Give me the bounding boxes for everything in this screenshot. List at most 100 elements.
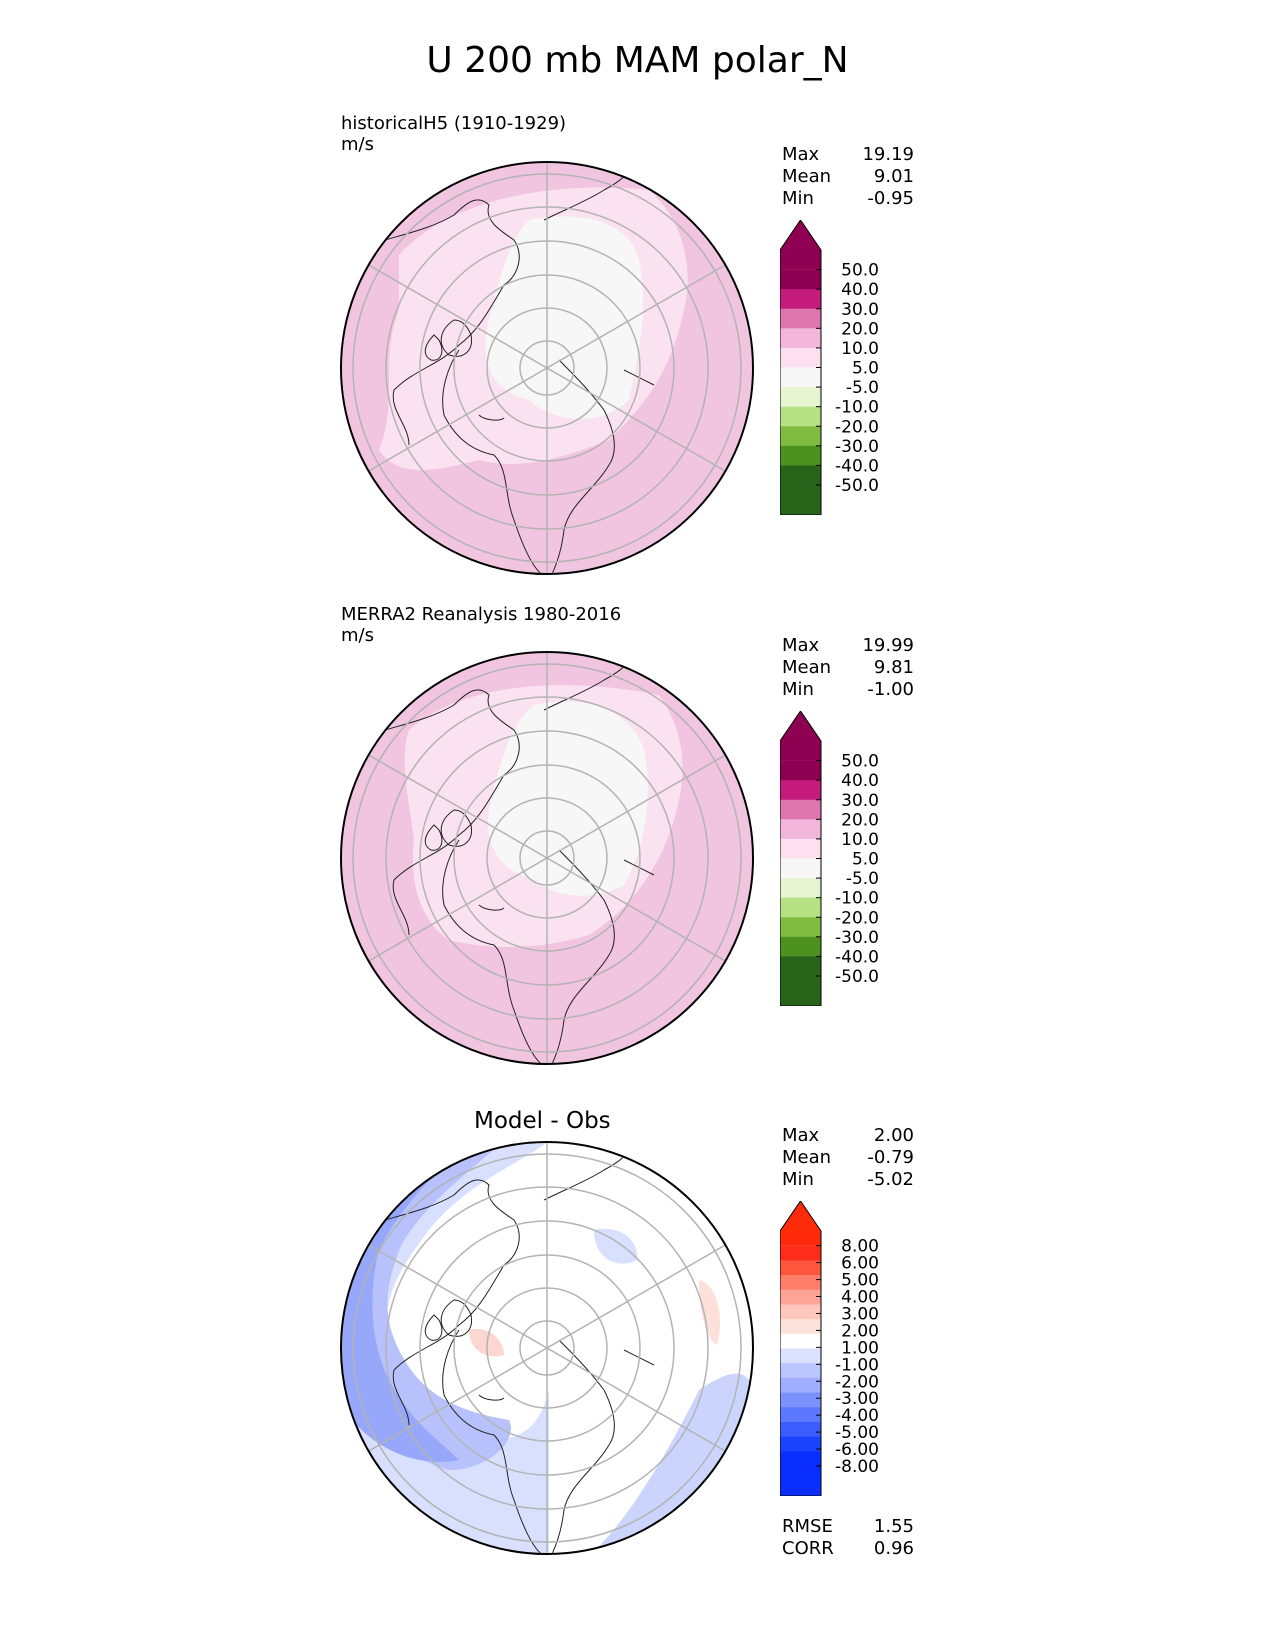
colorbar-segment: [780, 1392, 821, 1408]
map-boundary: [340, 161, 754, 575]
colorbar-tick-label: -50.0: [835, 476, 879, 496]
colorbar-segment: [780, 1333, 821, 1349]
colorbar-segment: [780, 347, 821, 368]
colorbar-tick-label: 1.00: [841, 1338, 879, 1358]
colorbar-segment: [780, 936, 821, 957]
colorbar-tick-label: 30.0: [841, 791, 879, 811]
stat-label-max: Max: [782, 1125, 820, 1146]
colorbar-segment: [780, 1436, 821, 1452]
colorbar-segment: [780, 445, 821, 466]
panel-3-colorbar: 8.006.005.004.003.002.001.00-1.00-2.00-3…: [780, 1201, 879, 1496]
colorbar-tick-label: -10.0: [835, 398, 879, 418]
colorbar-tick-label: 20.0: [841, 810, 879, 830]
colorbar-tick-label: -5.0: [846, 378, 879, 398]
colorbar-segment: [780, 1319, 821, 1335]
colorbar-segment: [780, 780, 821, 801]
stat-value-corr: 0.96: [873, 1538, 914, 1559]
colorbar-segment: [780, 1363, 821, 1379]
colorbar-segment: [780, 858, 821, 879]
colorbar-tick-label: 2.00: [841, 1321, 879, 1341]
stat-value-min: -0.95: [867, 188, 914, 209]
colorbar-extend-top: [780, 711, 821, 761]
stat-value-mean: 9.01: [873, 166, 914, 187]
colorbar-segment: [780, 1289, 821, 1305]
colorbar-extend-top: [780, 1201, 821, 1246]
stat-label-mean: Mean: [782, 1147, 832, 1168]
colorbar-tick-label: -3.00: [835, 1389, 879, 1409]
colorbar-tick-label: -40.0: [835, 456, 879, 476]
stat-label-max: Max: [782, 144, 820, 165]
colorbar-tick-label: -20.0: [835, 417, 879, 437]
stat-label-max: Max: [782, 635, 820, 656]
colorbar-tick-label: -8.00: [835, 1457, 879, 1477]
colorbar-tick-label: -10.0: [835, 889, 879, 909]
colorbar-segment: [780, 1377, 821, 1394]
graticule: [352, 163, 742, 573]
colorbar-tick-label: 40.0: [841, 280, 879, 300]
colorbar-tick-label: 20.0: [841, 319, 879, 339]
field-near-zero-region: [485, 216, 644, 419]
colorbar-tick-label: 30.0: [841, 300, 879, 320]
stat-label-rmse: RMSE: [782, 1516, 833, 1537]
figure-title: U 200 mb MAM polar_N: [426, 40, 849, 81]
colorbar-segment: [780, 367, 821, 388]
colorbar-tick-label: 8.00: [841, 1237, 879, 1257]
colorbar-segment: [780, 1421, 821, 1438]
stat-label-mean: Mean: [782, 657, 832, 678]
colorbar-segment: [780, 838, 821, 859]
colorbar-tick-label: -20.0: [835, 908, 879, 928]
panel-2-map: [340, 651, 754, 1065]
stat-value-mean: -0.79: [867, 1147, 914, 1168]
colorbar-segment: [780, 956, 821, 977]
colorbar-segment: [780, 1260, 821, 1276]
panel-2-stats: Max 19.99 Mean 9.81 Min -1.00: [782, 635, 914, 701]
colorbar-tick-label: -5.0: [846, 869, 879, 889]
colorbar-tick-label: -1.00: [835, 1355, 879, 1375]
colorbar-segment: [780, 328, 821, 349]
colorbar-tick-label: 10.0: [841, 339, 879, 359]
colorbar-tick-label: -30.0: [835, 437, 879, 457]
colorbar-tick-label: 50.0: [841, 261, 879, 281]
colorbar-tick-label: 10.0: [841, 830, 879, 850]
graticule: [352, 653, 742, 1063]
colorbar-tick-label: 5.0: [852, 850, 879, 870]
stat-label-min: Min: [782, 188, 814, 209]
stat-label-min: Min: [782, 1169, 814, 1190]
colorbar-segment: [780, 1245, 821, 1261]
map-boundary: [340, 1141, 754, 1555]
panel-3-skill-stats: RMSE 1.55 CORR 0.96: [782, 1516, 914, 1560]
colorbar-tick-label: 3.00: [841, 1304, 879, 1324]
stat-label-mean: Mean: [782, 166, 832, 187]
colorbar-segment: [780, 465, 821, 486]
colorbar-extend-bottom: [780, 976, 821, 1006]
panel-3-title: Model - Obs: [474, 1108, 611, 1134]
colorbar-extend-bottom: [780, 485, 821, 515]
colorbar-tick-label: -30.0: [835, 928, 879, 948]
colorbar-segment: [780, 1275, 821, 1291]
colorbar-segment: [780, 1304, 821, 1320]
colorbar-segment: [780, 289, 821, 310]
colorbar-segment: [780, 1348, 821, 1364]
colorbar-segment: [780, 878, 821, 899]
map-boundary: [340, 651, 754, 1065]
colorbar-segment: [780, 426, 821, 447]
colorbar-tick-label: -40.0: [835, 947, 879, 967]
panel-1-stats: Max 19.19 Mean 9.01 Min -0.95: [782, 144, 914, 210]
panel-1-title: historicalH5 (1910-1929): [341, 113, 567, 134]
colorbar-segment: [780, 799, 821, 820]
stat-value-rmse: 1.55: [873, 1516, 914, 1537]
colorbar-segment: [780, 1451, 821, 1467]
colorbar-tick-label: 6.00: [841, 1254, 879, 1274]
stat-label-min: Min: [782, 679, 814, 700]
colorbar-segment: [780, 1407, 821, 1423]
stat-value-max: 2.00: [873, 1125, 914, 1146]
colorbar-segment: [780, 269, 821, 290]
colorbar-segment: [780, 760, 821, 781]
colorbar-tick-label: 40.0: [841, 771, 879, 791]
colorbar-segment: [780, 308, 821, 329]
colorbar-tick-label: 5.0: [852, 359, 879, 379]
colorbar-tick-label: 4.00: [841, 1288, 879, 1308]
graticule: [352, 1143, 742, 1553]
colorbar-tick-label: -4.00: [835, 1406, 879, 1426]
stat-value-max: 19.19: [862, 144, 914, 165]
